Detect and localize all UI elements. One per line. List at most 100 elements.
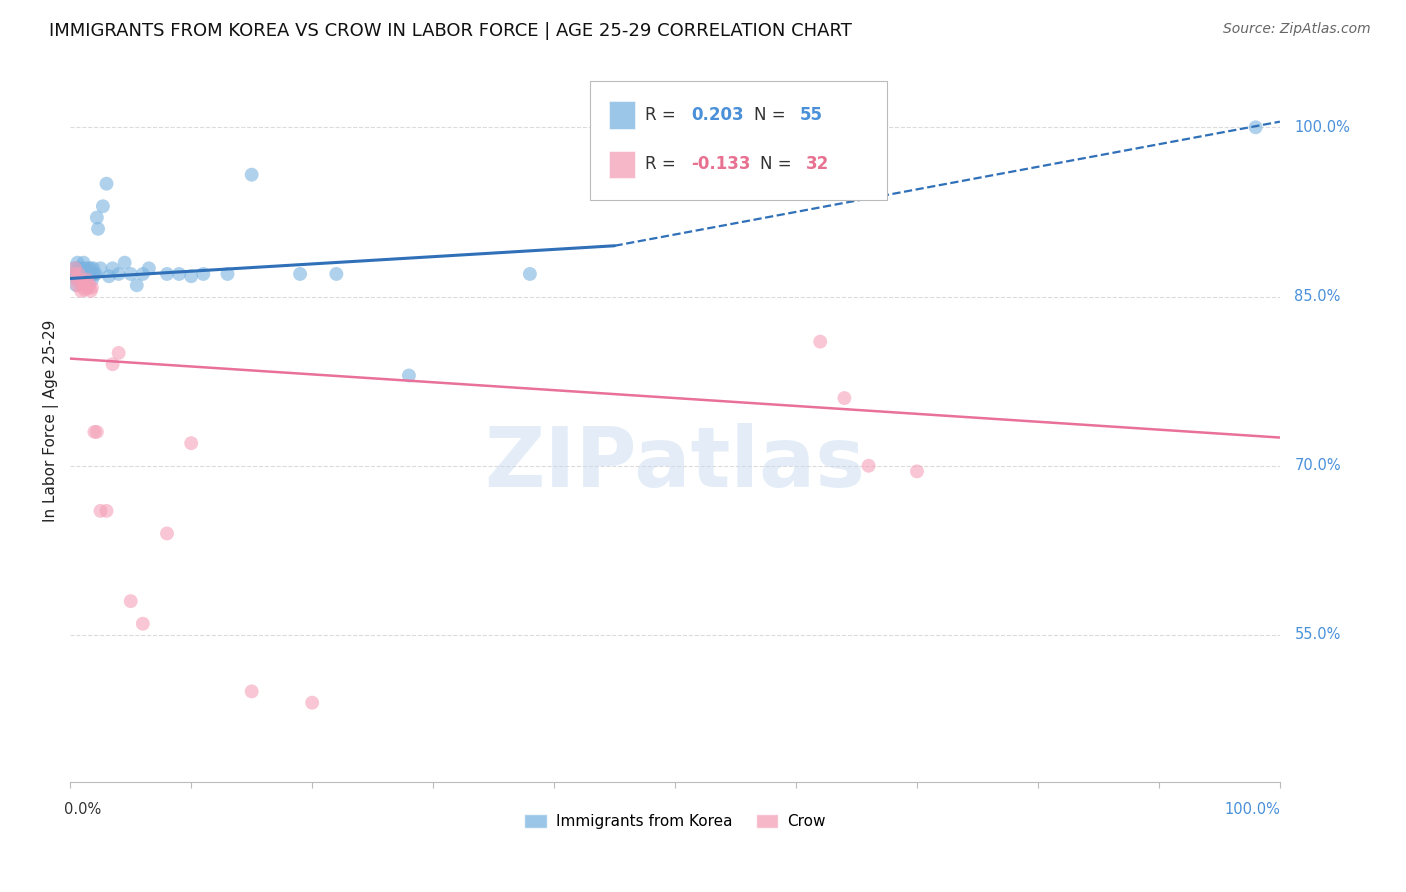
Point	[63, 261, 86, 276]
Text: 85.0%: 85.0%	[1295, 289, 1341, 304]
Point	[65, 272, 87, 286]
Text: 55: 55	[800, 106, 823, 124]
Point	[180, 436, 202, 450]
Point	[75, 261, 97, 276]
Point	[83, 267, 105, 281]
Point	[96, 177, 118, 191]
Point	[125, 278, 148, 293]
Point	[87, 222, 110, 236]
Point	[69, 267, 91, 281]
Text: Source: ZipAtlas.com: Source: ZipAtlas.com	[1223, 22, 1371, 37]
Point	[73, 283, 96, 297]
Point	[301, 696, 323, 710]
FancyBboxPatch shape	[591, 81, 887, 201]
Point	[79, 267, 101, 281]
FancyBboxPatch shape	[609, 151, 636, 178]
Point	[70, 269, 93, 284]
Point	[91, 199, 114, 213]
Point	[519, 267, 541, 281]
Point	[156, 267, 179, 281]
Text: -0.133: -0.133	[690, 155, 751, 173]
Point	[66, 261, 89, 276]
Point	[114, 255, 136, 269]
Point	[70, 284, 93, 298]
Point	[73, 272, 96, 286]
Text: 0.203: 0.203	[690, 106, 744, 124]
Point	[86, 425, 108, 439]
Point	[180, 269, 202, 284]
Point	[75, 267, 97, 281]
Point	[79, 278, 101, 293]
Point	[75, 278, 97, 293]
Point	[193, 267, 215, 281]
Point	[63, 261, 86, 276]
Point	[72, 261, 94, 276]
Point	[96, 504, 118, 518]
Point	[72, 255, 94, 269]
Point	[67, 267, 90, 281]
Point	[120, 594, 142, 608]
Point	[80, 261, 103, 276]
Text: N =: N =	[759, 155, 797, 173]
Point	[80, 280, 103, 294]
Point	[80, 284, 103, 298]
Point	[82, 261, 104, 276]
Point	[120, 267, 142, 281]
Point	[66, 255, 89, 269]
Point	[73, 267, 96, 281]
Point	[70, 276, 93, 290]
Point	[132, 267, 155, 281]
Text: 70.0%: 70.0%	[1295, 458, 1341, 474]
Point	[77, 261, 100, 276]
Point	[97, 269, 120, 284]
Point	[76, 269, 98, 284]
Point	[240, 684, 263, 698]
Text: 32: 32	[806, 155, 830, 173]
Point	[84, 267, 107, 281]
Point	[89, 261, 111, 276]
Point	[69, 261, 91, 276]
Point	[138, 261, 160, 276]
Point	[79, 269, 101, 284]
Point	[834, 391, 856, 405]
Point	[80, 272, 103, 286]
Point	[398, 368, 420, 383]
Legend: Immigrants from Korea, Crow: Immigrants from Korea, Crow	[517, 807, 832, 836]
Text: ZIPatlas: ZIPatlas	[485, 424, 866, 505]
Point	[80, 267, 103, 281]
Point	[325, 267, 347, 281]
Text: 100.0%: 100.0%	[1295, 120, 1350, 135]
Point	[240, 168, 263, 182]
Point	[83, 425, 105, 439]
Point	[63, 269, 86, 284]
Point	[1244, 120, 1267, 135]
Point	[65, 278, 87, 293]
Point	[217, 267, 239, 281]
Point	[67, 267, 90, 281]
Point	[66, 278, 89, 293]
Text: R =: R =	[645, 155, 681, 173]
Text: 55.0%: 55.0%	[1295, 627, 1341, 642]
Point	[858, 458, 880, 473]
Point	[107, 267, 129, 281]
Point	[905, 464, 928, 478]
Point	[77, 280, 100, 294]
Point	[72, 280, 94, 294]
Point	[167, 267, 190, 281]
Point	[76, 272, 98, 286]
Point	[132, 616, 155, 631]
Point	[72, 269, 94, 284]
Point	[107, 346, 129, 360]
Point	[69, 272, 91, 286]
Text: IMMIGRANTS FROM KOREA VS CROW IN LABOR FORCE | AGE 25-29 CORRELATION CHART: IMMIGRANTS FROM KOREA VS CROW IN LABOR F…	[49, 22, 852, 40]
Point	[101, 357, 124, 371]
Point	[63, 267, 86, 281]
Point	[72, 276, 94, 290]
Point	[89, 504, 111, 518]
Point	[67, 272, 90, 286]
Point	[156, 526, 179, 541]
Text: 100.0%: 100.0%	[1225, 802, 1279, 817]
Point	[77, 267, 100, 281]
Point	[808, 334, 831, 349]
FancyBboxPatch shape	[609, 102, 636, 129]
